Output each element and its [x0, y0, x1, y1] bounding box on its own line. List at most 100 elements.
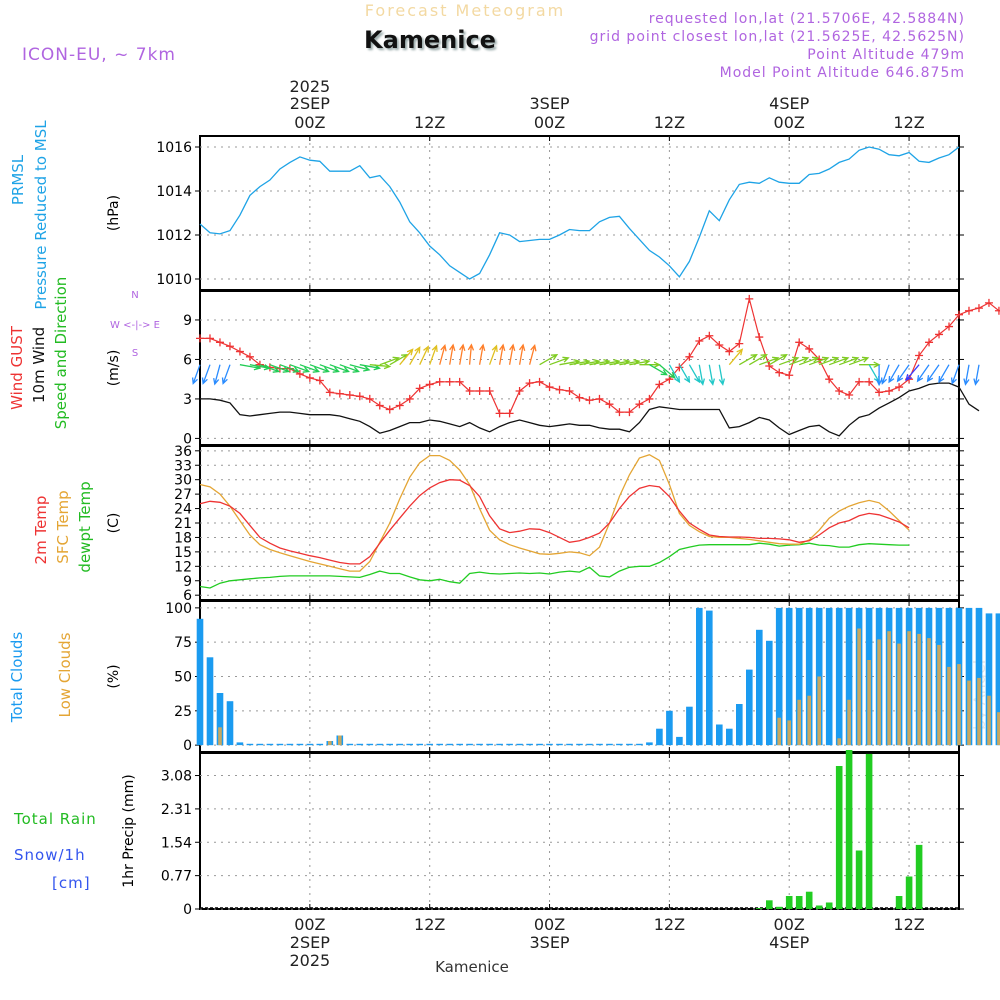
gust-label: Wind GUST [8, 325, 26, 410]
precip-ytick-label: 1.54 [161, 835, 192, 851]
total-cloud-bar [386, 743, 393, 746]
wind-direction-arrow [738, 353, 758, 366]
wind-direction-arrow [518, 343, 526, 365]
total-cloud-bar [206, 657, 214, 746]
gust-point [925, 338, 934, 347]
gust-point [415, 384, 424, 393]
wind-direction-arrow [309, 364, 330, 373]
wind-direction-arrow [213, 364, 221, 386]
total-cloud-bar [406, 743, 413, 746]
total-cloud-bar [536, 743, 543, 746]
wind-direction-arrow [718, 364, 726, 386]
model-label: ICON-EU, ~ 7km [22, 45, 176, 65]
wind-direction-arrow [269, 364, 291, 373]
wind-direction-arrow [289, 364, 311, 373]
rain-bar [855, 850, 863, 909]
precip-frame [199, 752, 960, 910]
gust-point [885, 387, 894, 396]
total-cloud-bar [666, 710, 673, 746]
wind-direction-arrow [419, 345, 429, 365]
total-cloud-bar [196, 618, 204, 746]
bottom-noon-label: 12Z [654, 915, 685, 934]
temperature-ytick-label: 12 [174, 559, 192, 575]
total-cloud-bar [276, 743, 284, 746]
gust-point [605, 400, 614, 409]
low-cloud-bar [867, 660, 871, 746]
low-cloud-bar [967, 680, 971, 746]
wind-direction-arrow [678, 364, 691, 384]
wind-direction-arrow [349, 364, 371, 372]
total-cloud-bar [775, 607, 783, 746]
bottom-time-label: 00Z [294, 915, 325, 934]
gust-point [355, 392, 364, 401]
marks-layer [191, 146, 1000, 909]
rain-bar [835, 766, 843, 909]
low-cloud-bar [857, 628, 861, 746]
total-cloud-bar [366, 743, 374, 746]
total-cloud-bar [835, 607, 843, 746]
wind-direction-arrow [938, 364, 950, 384]
low-cloud-bar [927, 638, 931, 746]
total-cloud-bar [975, 607, 983, 746]
wind-ylabel: (m/s) [106, 350, 122, 387]
low-clouds-label: Low Clouds [56, 632, 74, 717]
wind-direction-arrow [888, 364, 900, 384]
total-cloud-bar [596, 743, 603, 746]
gust-point [196, 334, 204, 343]
gust-point [555, 385, 564, 394]
sfc-temp-line [199, 453, 910, 572]
total-cloud-bar [516, 743, 523, 746]
gust-point [805, 344, 814, 353]
rain-bar [775, 906, 783, 909]
wind-direction-arrow [896, 364, 910, 383]
wind-direction-arrow [950, 364, 960, 385]
dewpoint-line [199, 542, 910, 589]
temperature-ylabel: (C) [106, 513, 122, 534]
gust-point [565, 387, 574, 396]
wind-direction-arrow [848, 356, 870, 366]
low-cloud-bar [807, 695, 811, 746]
low-cloud-bar [937, 644, 941, 746]
gust-point [735, 339, 744, 348]
wind-direction-arrow [629, 358, 651, 366]
top-day-label: 4SEP [769, 94, 809, 113]
low-cloud-bar [817, 676, 821, 746]
gust-point [305, 373, 314, 382]
precip-ylabel: 1hr Precip (mm) [121, 774, 137, 887]
wind-direction-arrow [880, 364, 890, 385]
clouds-ylabel: (%) [106, 664, 122, 688]
wind-direction-arrow [221, 364, 231, 385]
wind-direction-arrow [905, 364, 920, 382]
low-cloud-bar [887, 631, 891, 746]
gust-point [385, 405, 394, 414]
total-cloud-bar [266, 743, 274, 746]
low-cloud-bar [218, 727, 222, 746]
gust-point [485, 387, 494, 396]
total-cloud-bar [426, 743, 433, 746]
total-cloud-bar [226, 701, 234, 746]
gust-point [945, 322, 954, 331]
rain-bar [905, 876, 913, 909]
low-cloud-bar [797, 699, 801, 746]
low-cloud-bar [947, 666, 951, 746]
total-clouds-label: Total Clouds [8, 632, 26, 724]
gust-point [515, 387, 524, 396]
wind-direction-label: Speed and Direction [52, 277, 70, 430]
total-cloud-bar [506, 743, 513, 746]
gust-point [595, 394, 604, 403]
wind-direction-arrow [191, 364, 201, 385]
gust-point [405, 394, 414, 403]
total-cloud-bar [246, 743, 254, 746]
wind-direction-arrow [973, 364, 980, 386]
gust-point [835, 387, 844, 396]
rain-bar [756, 908, 763, 909]
total-cloud-bar [626, 743, 633, 746]
total-cloud-bar [716, 724, 723, 746]
pressure-frame [199, 135, 960, 291]
top-noon-label: 12Z [654, 113, 685, 132]
model-altitude: Model Point Altitude 646.875m [720, 65, 965, 81]
wind-direction-arrow [478, 343, 486, 365]
wind-direction-arrow [828, 356, 850, 366]
total-cloud-bar [756, 629, 763, 746]
